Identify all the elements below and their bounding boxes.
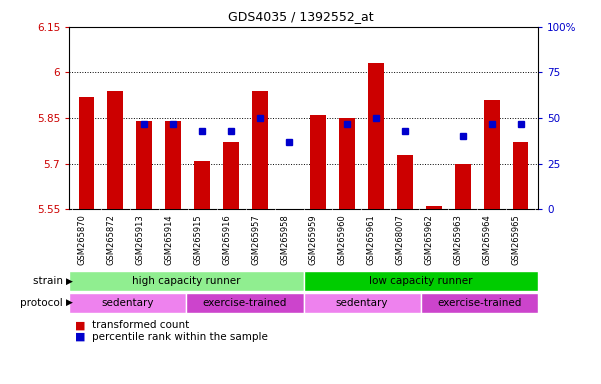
Bar [79, 97, 94, 209]
Bar [484, 100, 499, 209]
Bar [339, 118, 355, 209]
Text: GSM265914: GSM265914 [164, 214, 173, 265]
Text: percentile rank within the sample: percentile rank within the sample [92, 332, 268, 342]
Text: GSM265915: GSM265915 [194, 214, 202, 265]
Text: GSM265870: GSM265870 [78, 214, 87, 265]
Bar [186, 293, 304, 313]
Bar [397, 154, 413, 209]
Bar [304, 271, 538, 291]
Text: ▶: ▶ [66, 276, 73, 286]
Bar [252, 91, 268, 209]
Text: low capacity runner: low capacity runner [369, 276, 472, 286]
Text: ■: ■ [75, 332, 85, 342]
Bar [310, 115, 326, 209]
Text: GDS4035 / 1392552_at: GDS4035 / 1392552_at [228, 10, 373, 23]
Bar [304, 293, 421, 313]
Text: GSM265913: GSM265913 [135, 214, 144, 265]
Text: GSM265964: GSM265964 [483, 214, 492, 265]
Text: GSM265960: GSM265960 [338, 214, 347, 265]
Text: GSM265916: GSM265916 [222, 214, 231, 265]
Text: strain: strain [33, 276, 66, 286]
Text: GSM265963: GSM265963 [454, 214, 463, 265]
Text: GSM265957: GSM265957 [251, 214, 260, 265]
Bar [455, 164, 471, 209]
Text: sedentary: sedentary [336, 298, 388, 308]
Text: GSM265961: GSM265961 [367, 214, 376, 265]
Bar [368, 63, 384, 209]
Text: transformed count: transformed count [92, 320, 189, 330]
Bar [165, 121, 182, 209]
Bar [426, 206, 442, 209]
Bar [421, 293, 538, 313]
Text: exercise-trained: exercise-trained [203, 298, 287, 308]
Text: GSM265872: GSM265872 [106, 214, 115, 265]
Text: sedentary: sedentary [102, 298, 154, 308]
Text: ▶: ▶ [66, 298, 73, 307]
Bar [136, 121, 152, 209]
Text: GSM268007: GSM268007 [396, 214, 405, 265]
Text: GSM265962: GSM265962 [425, 214, 434, 265]
Bar [194, 161, 210, 209]
Bar [513, 142, 528, 209]
Text: ■: ■ [75, 320, 85, 330]
Text: GSM265965: GSM265965 [511, 214, 520, 265]
Text: GSM265959: GSM265959 [309, 214, 318, 265]
Text: high capacity runner: high capacity runner [132, 276, 240, 286]
Bar [69, 293, 186, 313]
Text: exercise-trained: exercise-trained [437, 298, 522, 308]
Bar [108, 91, 123, 209]
Text: protocol: protocol [20, 298, 66, 308]
Text: GSM265958: GSM265958 [280, 214, 289, 265]
Bar [69, 271, 304, 291]
Bar [223, 142, 239, 209]
